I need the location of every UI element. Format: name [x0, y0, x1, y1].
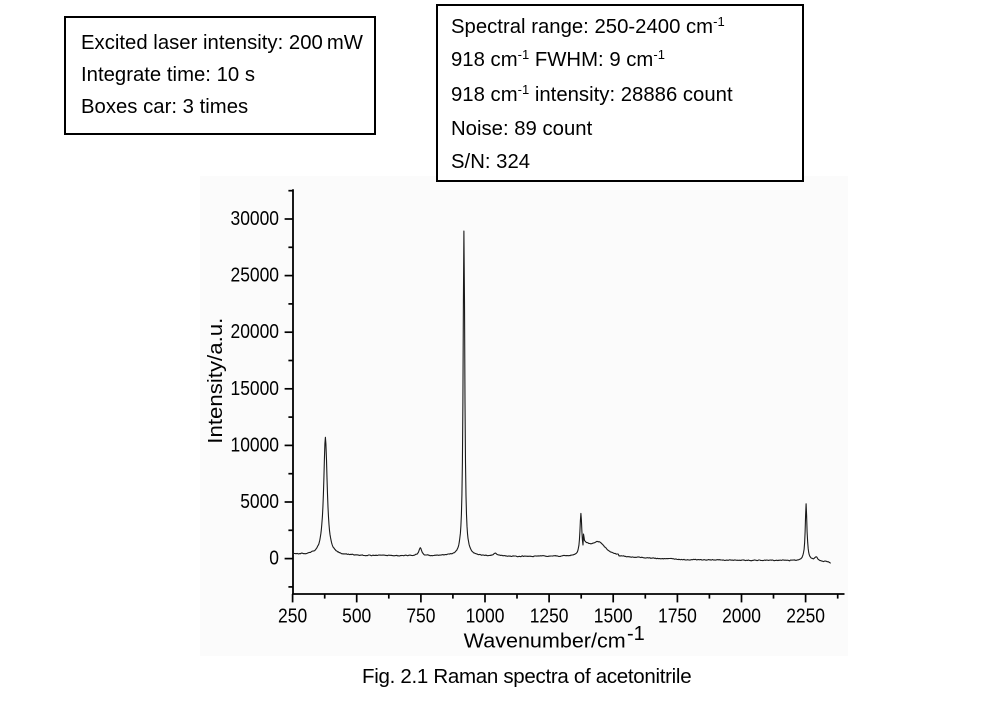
svg-text:20000: 20000	[231, 321, 280, 343]
svg-text:1250: 1250	[530, 606, 569, 628]
svg-text:2000: 2000	[722, 606, 761, 628]
svg-text:15000: 15000	[231, 378, 280, 400]
svg-text:Wavenumber/cm: Wavenumber/cm	[464, 631, 626, 653]
svg-text:1750: 1750	[658, 606, 697, 628]
svg-text:25000: 25000	[231, 265, 280, 287]
svg-text:10000: 10000	[231, 434, 280, 456]
svg-text:5000: 5000	[240, 491, 279, 513]
svg-text:1000: 1000	[466, 606, 505, 628]
svg-text:2250: 2250	[786, 606, 825, 628]
svg-text:Intensity/a.u.: Intensity/a.u.	[205, 318, 227, 444]
svg-text:750: 750	[406, 606, 435, 628]
svg-text:0: 0	[269, 548, 279, 570]
svg-text:-1: -1	[627, 623, 645, 645]
svg-text:500: 500	[342, 606, 371, 628]
svg-text:30000: 30000	[231, 208, 280, 230]
svg-text:250: 250	[278, 606, 307, 628]
svg-text:1500: 1500	[594, 606, 633, 628]
